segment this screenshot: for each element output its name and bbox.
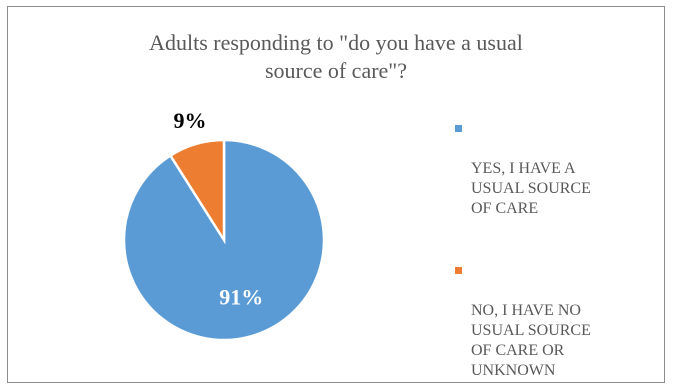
chart-title-line-2: source of care"?	[264, 58, 408, 83]
legend-label-no: NO, I HAVE NO USUAL SOURCE OF CARE OR UN…	[471, 302, 591, 379]
chart-title-line-1: Adults responding to "do you have a usua…	[149, 30, 523, 55]
legend-label-yes: YES, I HAVE A USUAL SOURCE OF CARE	[471, 160, 591, 217]
chart-title: Adults responding to "do you have a usua…	[8, 29, 664, 85]
data-label-yes: 91%	[219, 285, 263, 310]
legend-item-yes: YES, I HAVE A USUAL SOURCE OF CARE	[453, 119, 653, 219]
chart-frame: Adults responding to "do you have a usua…	[7, 6, 665, 383]
pie-slice-no	[168, 138, 226, 245]
legend-item-no: NO, I HAVE NO USUAL SOURCE OF CARE OR UN…	[453, 261, 653, 381]
legend-swatch-yes	[455, 125, 462, 132]
chart-legend: YES, I HAVE A USUAL SOURCE OF CARE NO, I…	[453, 119, 653, 381]
data-label-no: 9%	[173, 108, 206, 133]
pie-chart: 91% 9%	[122, 108, 326, 342]
legend-swatch-no	[455, 267, 462, 274]
